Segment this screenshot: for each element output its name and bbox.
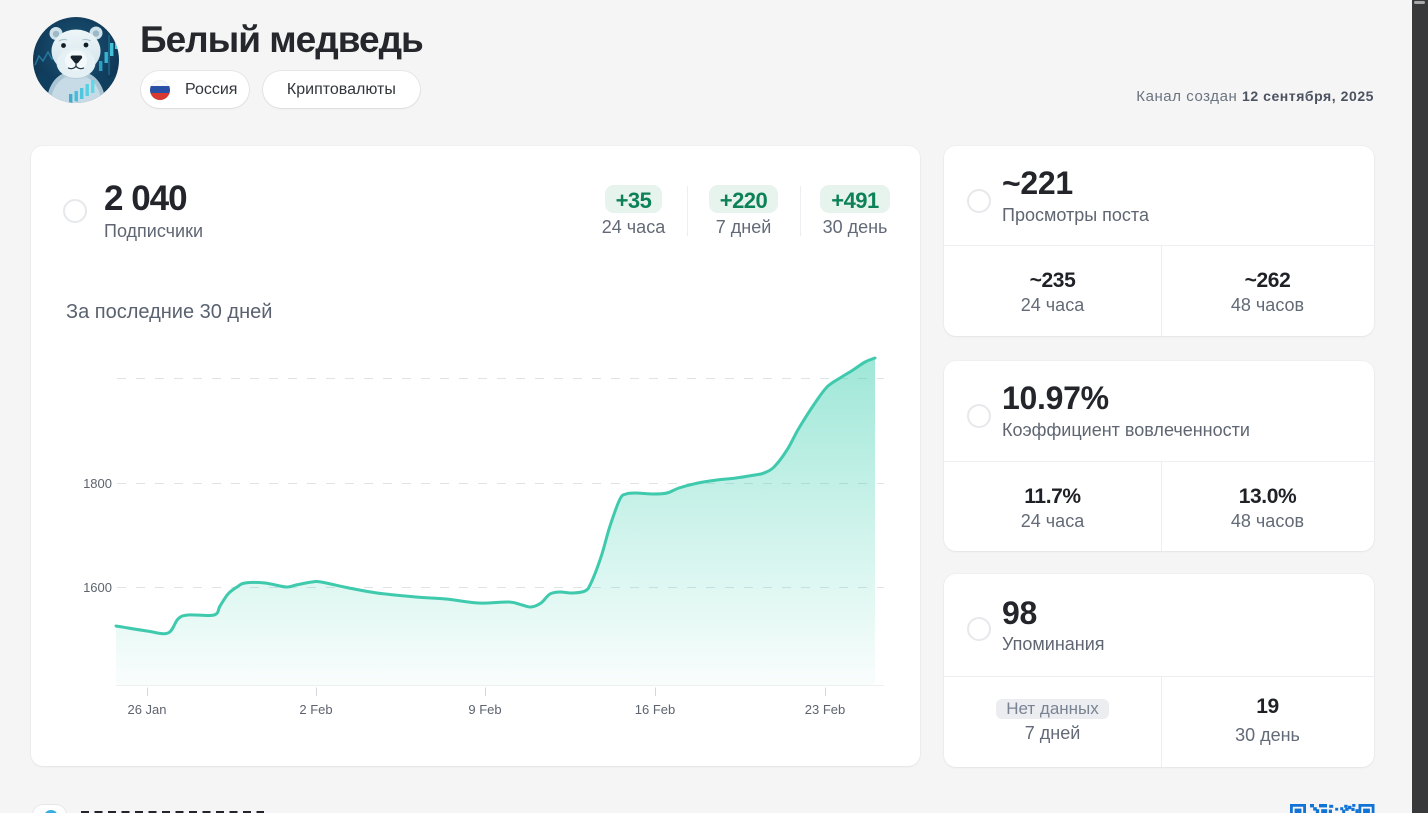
svg-text:1800: 1800 (83, 476, 112, 491)
svg-text:26 Jan: 26 Jan (127, 702, 166, 717)
svg-text:2 Feb: 2 Feb (299, 702, 332, 717)
svg-text:16 Feb: 16 Feb (635, 702, 675, 717)
svg-text:23 Feb: 23 Feb (805, 702, 845, 717)
svg-text:9 Feb: 9 Feb (468, 702, 501, 717)
svg-text:1600: 1600 (83, 580, 112, 595)
